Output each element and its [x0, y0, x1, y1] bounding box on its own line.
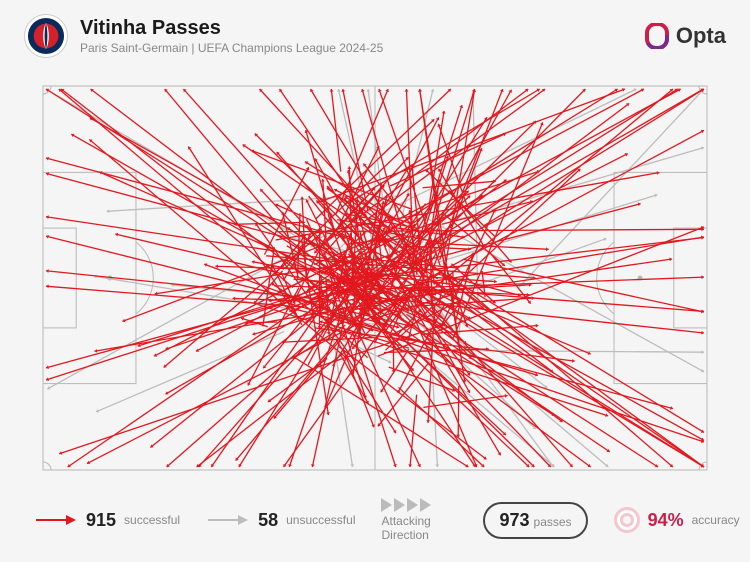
chevron-right-icon: [381, 498, 392, 512]
brand-logo: Opta: [644, 23, 726, 49]
successful-count: 915: [86, 510, 116, 531]
unsuccessful-label: unsuccessful: [286, 513, 355, 527]
club-logo: [24, 14, 68, 58]
chevron-right-icon: [407, 498, 418, 512]
total-passes-pill: 973 passes: [483, 502, 587, 539]
header: Vitinha Passes Paris Saint-Germain | UEF…: [0, 0, 750, 66]
title-block: Vitinha Passes Paris Saint-Germain | UEF…: [80, 17, 644, 55]
passes-label: passes: [534, 515, 572, 529]
brand-icon: [644, 23, 670, 49]
legend-unsuccessful: 58 unsuccessful: [206, 510, 355, 531]
successful-label: successful: [124, 513, 180, 527]
unsuccessful-count: 58: [258, 510, 278, 531]
pass-map: [35, 78, 715, 478]
page-subtitle: Paris Saint-Germain | UEFA Champions Lea…: [80, 41, 644, 55]
target-icon: [614, 507, 640, 533]
accuracy-block: 94% accuracy: [614, 507, 740, 533]
brand-text: Opta: [676, 23, 726, 49]
accuracy-pct: 94%: [648, 510, 684, 531]
page-title: Vitinha Passes: [80, 17, 644, 40]
total-passes: 973: [499, 510, 529, 531]
accuracy-label: accuracy: [692, 513, 740, 527]
attacking-label: Attacking Direction: [381, 514, 431, 542]
attacking-direction: Attacking Direction: [381, 498, 431, 542]
legend: 915 successful 58 unsuccessful Attacking…: [0, 492, 750, 562]
chevron-right-icon: [394, 498, 405, 512]
legend-successful: 915 successful: [34, 510, 180, 531]
chevron-right-icon: [420, 498, 431, 512]
